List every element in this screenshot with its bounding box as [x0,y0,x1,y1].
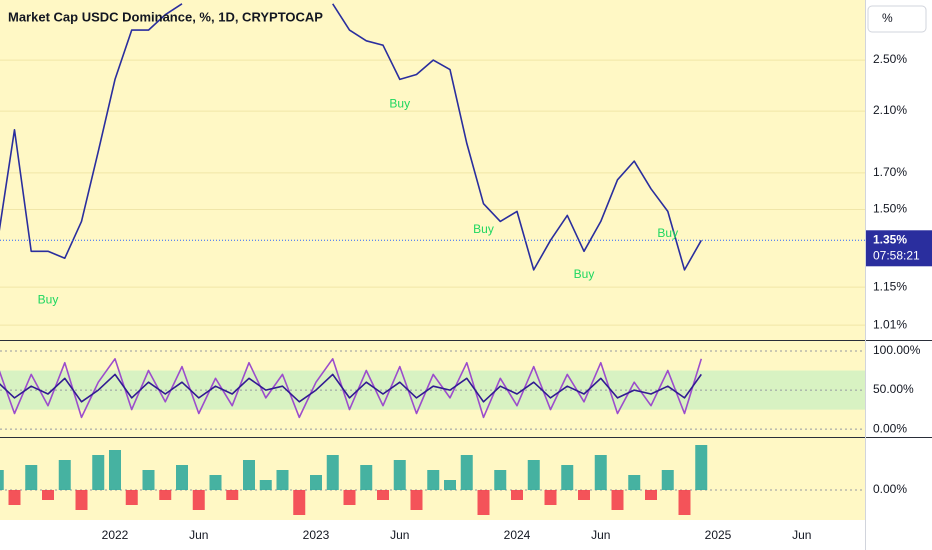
y-tick-label: 1.70% [873,165,907,179]
y-tick-label: 2.10% [873,103,907,117]
histogram-bar [611,490,624,510]
unit-button-label[interactable]: % [882,11,893,25]
histogram-bar [661,470,674,490]
buy-signal: Buy [473,222,494,236]
histogram-bar [678,490,691,515]
histogram-bar [695,445,708,490]
histogram-bar [561,465,574,490]
histogram-bar [109,450,121,490]
histogram-bar [8,490,21,505]
y-tick-label: 1.15% [873,279,907,293]
histogram-bar [25,465,38,490]
buy-signal: Buy [574,267,595,281]
last-price-badge [866,230,932,267]
y-tick-label: 2.50% [873,52,907,66]
chart-title: Market Cap USDC Dominance, %, 1D, CRYPTO… [8,9,323,24]
histogram-bar [578,490,590,500]
histogram-bar [360,465,373,490]
histogram-bar [628,475,641,490]
histogram-bar [326,455,339,490]
histogram-bar [42,490,54,500]
series-line [0,3,702,271]
histogram-bar [92,455,105,490]
histogram-bar [209,475,222,490]
unit-button[interactable] [867,5,927,33]
bar-countdown: 07:58:21 [873,248,920,262]
histogram-bar [494,470,507,490]
histogram-bar [427,470,440,490]
histogram-bar [159,490,172,500]
buy-signal: Buy [38,292,59,306]
y-tick-label: 1.01% [873,317,907,331]
histogram-bar [58,460,71,490]
price-axis-background [865,0,932,550]
histogram-bar [310,475,322,490]
plot-background [0,0,865,520]
x-tick-label: Jun [390,528,409,542]
y-tick-label: 1.50% [873,202,907,216]
chart-layer: 2.50% 2.10% 1.70% 1.50% 1.15% 1.01% Buy Buy Buy B… [0,3,932,542]
x-tick-label: 2025 [705,528,732,542]
histogram-bar [544,490,557,505]
histogram-bar [259,480,272,490]
histogram-bar [460,455,473,490]
histogram-bar [511,490,523,500]
histogram-bar [343,490,356,505]
histogram-bar [0,470,4,490]
histogram-bar [645,490,657,500]
histogram-bar [276,470,289,490]
histogram-bar [377,490,389,500]
last-price-label: 1.35% [873,232,907,246]
y-tick-label: 50.00% [873,382,914,396]
x-tick-label: Jun [591,528,610,542]
buy-signal: Buy [389,96,410,110]
histogram-bar [243,460,255,490]
y-tick-label: 100.00% [873,343,921,357]
time-axis-background [0,520,865,550]
series-line [0,373,702,403]
series-line [0,358,703,419]
x-tick-label: Jun [792,528,811,542]
histogram-bar [527,460,540,490]
histogram-bar [477,490,490,515]
histogram-bar [176,465,188,490]
histogram-bar [75,490,88,510]
x-tick-label: 2024 [504,528,531,542]
histogram-bar [444,480,456,490]
histogram-bar [226,490,239,500]
x-tick-label: 2022 [102,528,129,542]
y-tick-label: 0.00% [873,421,907,435]
x-tick-label: 2023 [303,528,330,542]
x-tick-label: Jun [189,528,208,542]
histogram-bar [142,470,155,490]
histogram-bar [192,490,205,510]
histogram-bar [125,490,138,505]
histogram-bar [293,490,306,515]
y-tick-label: 0.00% [873,482,907,496]
buy-signal: Buy [657,226,678,240]
histogram-bar [393,460,406,490]
histogram-bar [594,455,607,490]
histogram-bar [410,490,423,510]
